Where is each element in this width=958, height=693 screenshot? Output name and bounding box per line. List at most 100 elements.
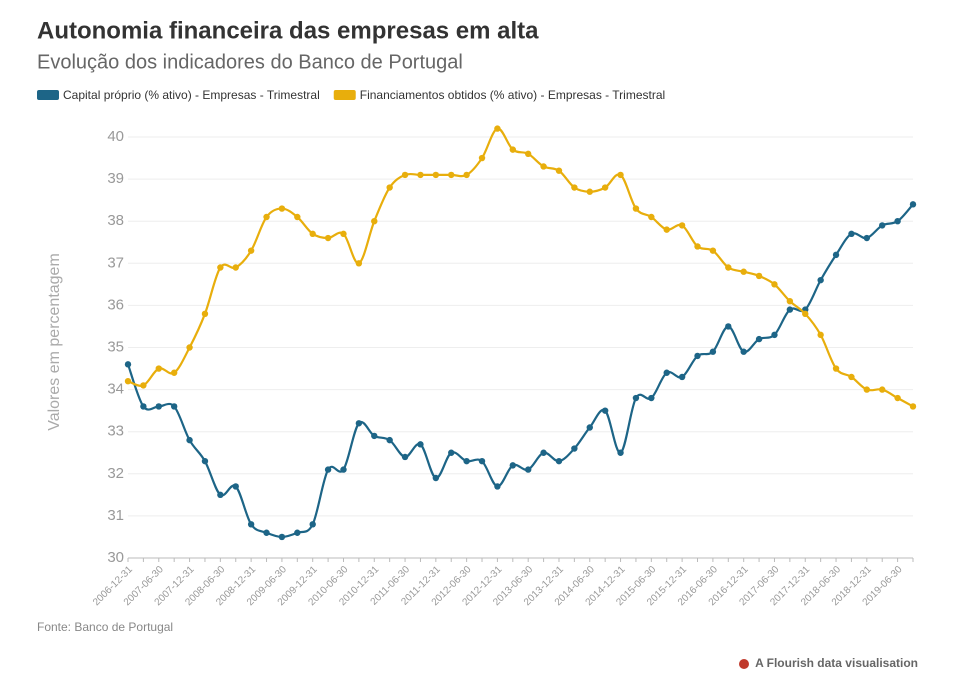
- data-point: [540, 449, 547, 456]
- data-point: [755, 335, 763, 343]
- data-point: [632, 394, 640, 402]
- y-tick-label: 30: [107, 549, 124, 566]
- data-point: [140, 403, 147, 410]
- data-point: [217, 491, 224, 499]
- data-point: [601, 184, 609, 191]
- source: Fonte: Banco de Portugal: [37, 620, 173, 634]
- data-point: [278, 205, 286, 212]
- data-point: [694, 352, 701, 360]
- data-point: [524, 150, 532, 158]
- data-point: [802, 310, 809, 318]
- data-point: [524, 466, 532, 473]
- data-point: [386, 436, 393, 444]
- data-point: [124, 361, 132, 368]
- data-point: [894, 394, 901, 402]
- data-point: [140, 382, 147, 389]
- data-point: [294, 529, 301, 536]
- data-point: [294, 213, 301, 221]
- data-point: [832, 251, 840, 259]
- data-point: [494, 125, 501, 132]
- chart-title: Autonomia financeira das empresas em alt…: [37, 17, 539, 44]
- data-point: [879, 386, 886, 393]
- y-tick-label: 39: [107, 170, 124, 187]
- data-point: [771, 281, 778, 288]
- data-point: [509, 462, 517, 469]
- credit[interactable]: A Flourish data visualisation: [755, 656, 918, 670]
- chart-subtitle: Evolução dos indicadores do Banco de Por…: [37, 51, 463, 73]
- data-point: [371, 432, 378, 440]
- data-point: [309, 521, 316, 528]
- data-point: [355, 420, 363, 427]
- data-point: [247, 247, 255, 254]
- data-point: [155, 365, 162, 372]
- data-point: [247, 521, 255, 528]
- data-point: [571, 445, 578, 452]
- series-line: [126, 203, 914, 539]
- data-point: [432, 171, 440, 179]
- data-point: [170, 369, 178, 376]
- data-point: [648, 213, 655, 221]
- data-point: [340, 230, 347, 238]
- data-point: [278, 533, 286, 541]
- data-point: [540, 163, 547, 170]
- y-tick-label: 38: [107, 212, 124, 229]
- data-point: [709, 247, 717, 254]
- data-point: [725, 323, 732, 330]
- data-point: [478, 457, 486, 465]
- data-point: [371, 218, 378, 225]
- data-point: [355, 260, 363, 267]
- data-point: [909, 403, 917, 410]
- data-point: [678, 222, 686, 229]
- data-point: [909, 201, 917, 208]
- data-point: [186, 344, 193, 351]
- data-point: [478, 154, 486, 162]
- data-point: [648, 394, 655, 402]
- data-point: [309, 230, 316, 238]
- data-point: [263, 529, 270, 536]
- data-point: [417, 441, 424, 448]
- data-point: [417, 171, 424, 179]
- data-point: [817, 276, 824, 284]
- data-point: [586, 188, 593, 195]
- data-point: [170, 403, 178, 410]
- data-point: [401, 171, 409, 179]
- y-tick-label: 37: [107, 254, 124, 271]
- data-point: [201, 310, 209, 318]
- data-point: [632, 205, 640, 212]
- legend-label: Capital próprio (% ativo) - Empresas - T…: [63, 88, 320, 102]
- data-point: [694, 243, 701, 250]
- data-point: [324, 466, 332, 473]
- data-point: [217, 264, 224, 271]
- data-point: [786, 297, 794, 305]
- data-point: [124, 377, 132, 385]
- data-point: [586, 424, 593, 431]
- data-point: [832, 365, 840, 372]
- data-point: [463, 457, 470, 465]
- data-point: [601, 407, 609, 414]
- data-point: [509, 146, 517, 153]
- y-tick-label: 32: [107, 465, 124, 482]
- legend-swatch: [333, 90, 356, 100]
- data-point: [463, 171, 470, 179]
- data-point: [186, 436, 193, 444]
- data-point: [848, 230, 855, 238]
- data-point: [863, 234, 871, 242]
- data-point: [555, 457, 563, 465]
- legend-label: Financiamentos obtidos (% ativo) - Empre…: [360, 88, 665, 102]
- data-point: [401, 453, 409, 461]
- flourish-logo: [739, 659, 749, 669]
- data-point: [494, 483, 501, 490]
- series-line: [127, 127, 914, 408]
- data-point: [740, 348, 747, 355]
- data-point: [555, 167, 563, 174]
- data-point: [663, 369, 670, 376]
- data-point: [232, 483, 239, 490]
- data-point: [324, 234, 332, 242]
- data-point: [863, 386, 871, 393]
- data-point: [340, 466, 347, 473]
- data-point: [663, 226, 670, 233]
- data-point: [786, 306, 794, 313]
- y-tick-label: 36: [107, 296, 124, 313]
- data-point: [263, 213, 270, 221]
- data-point: [817, 331, 824, 339]
